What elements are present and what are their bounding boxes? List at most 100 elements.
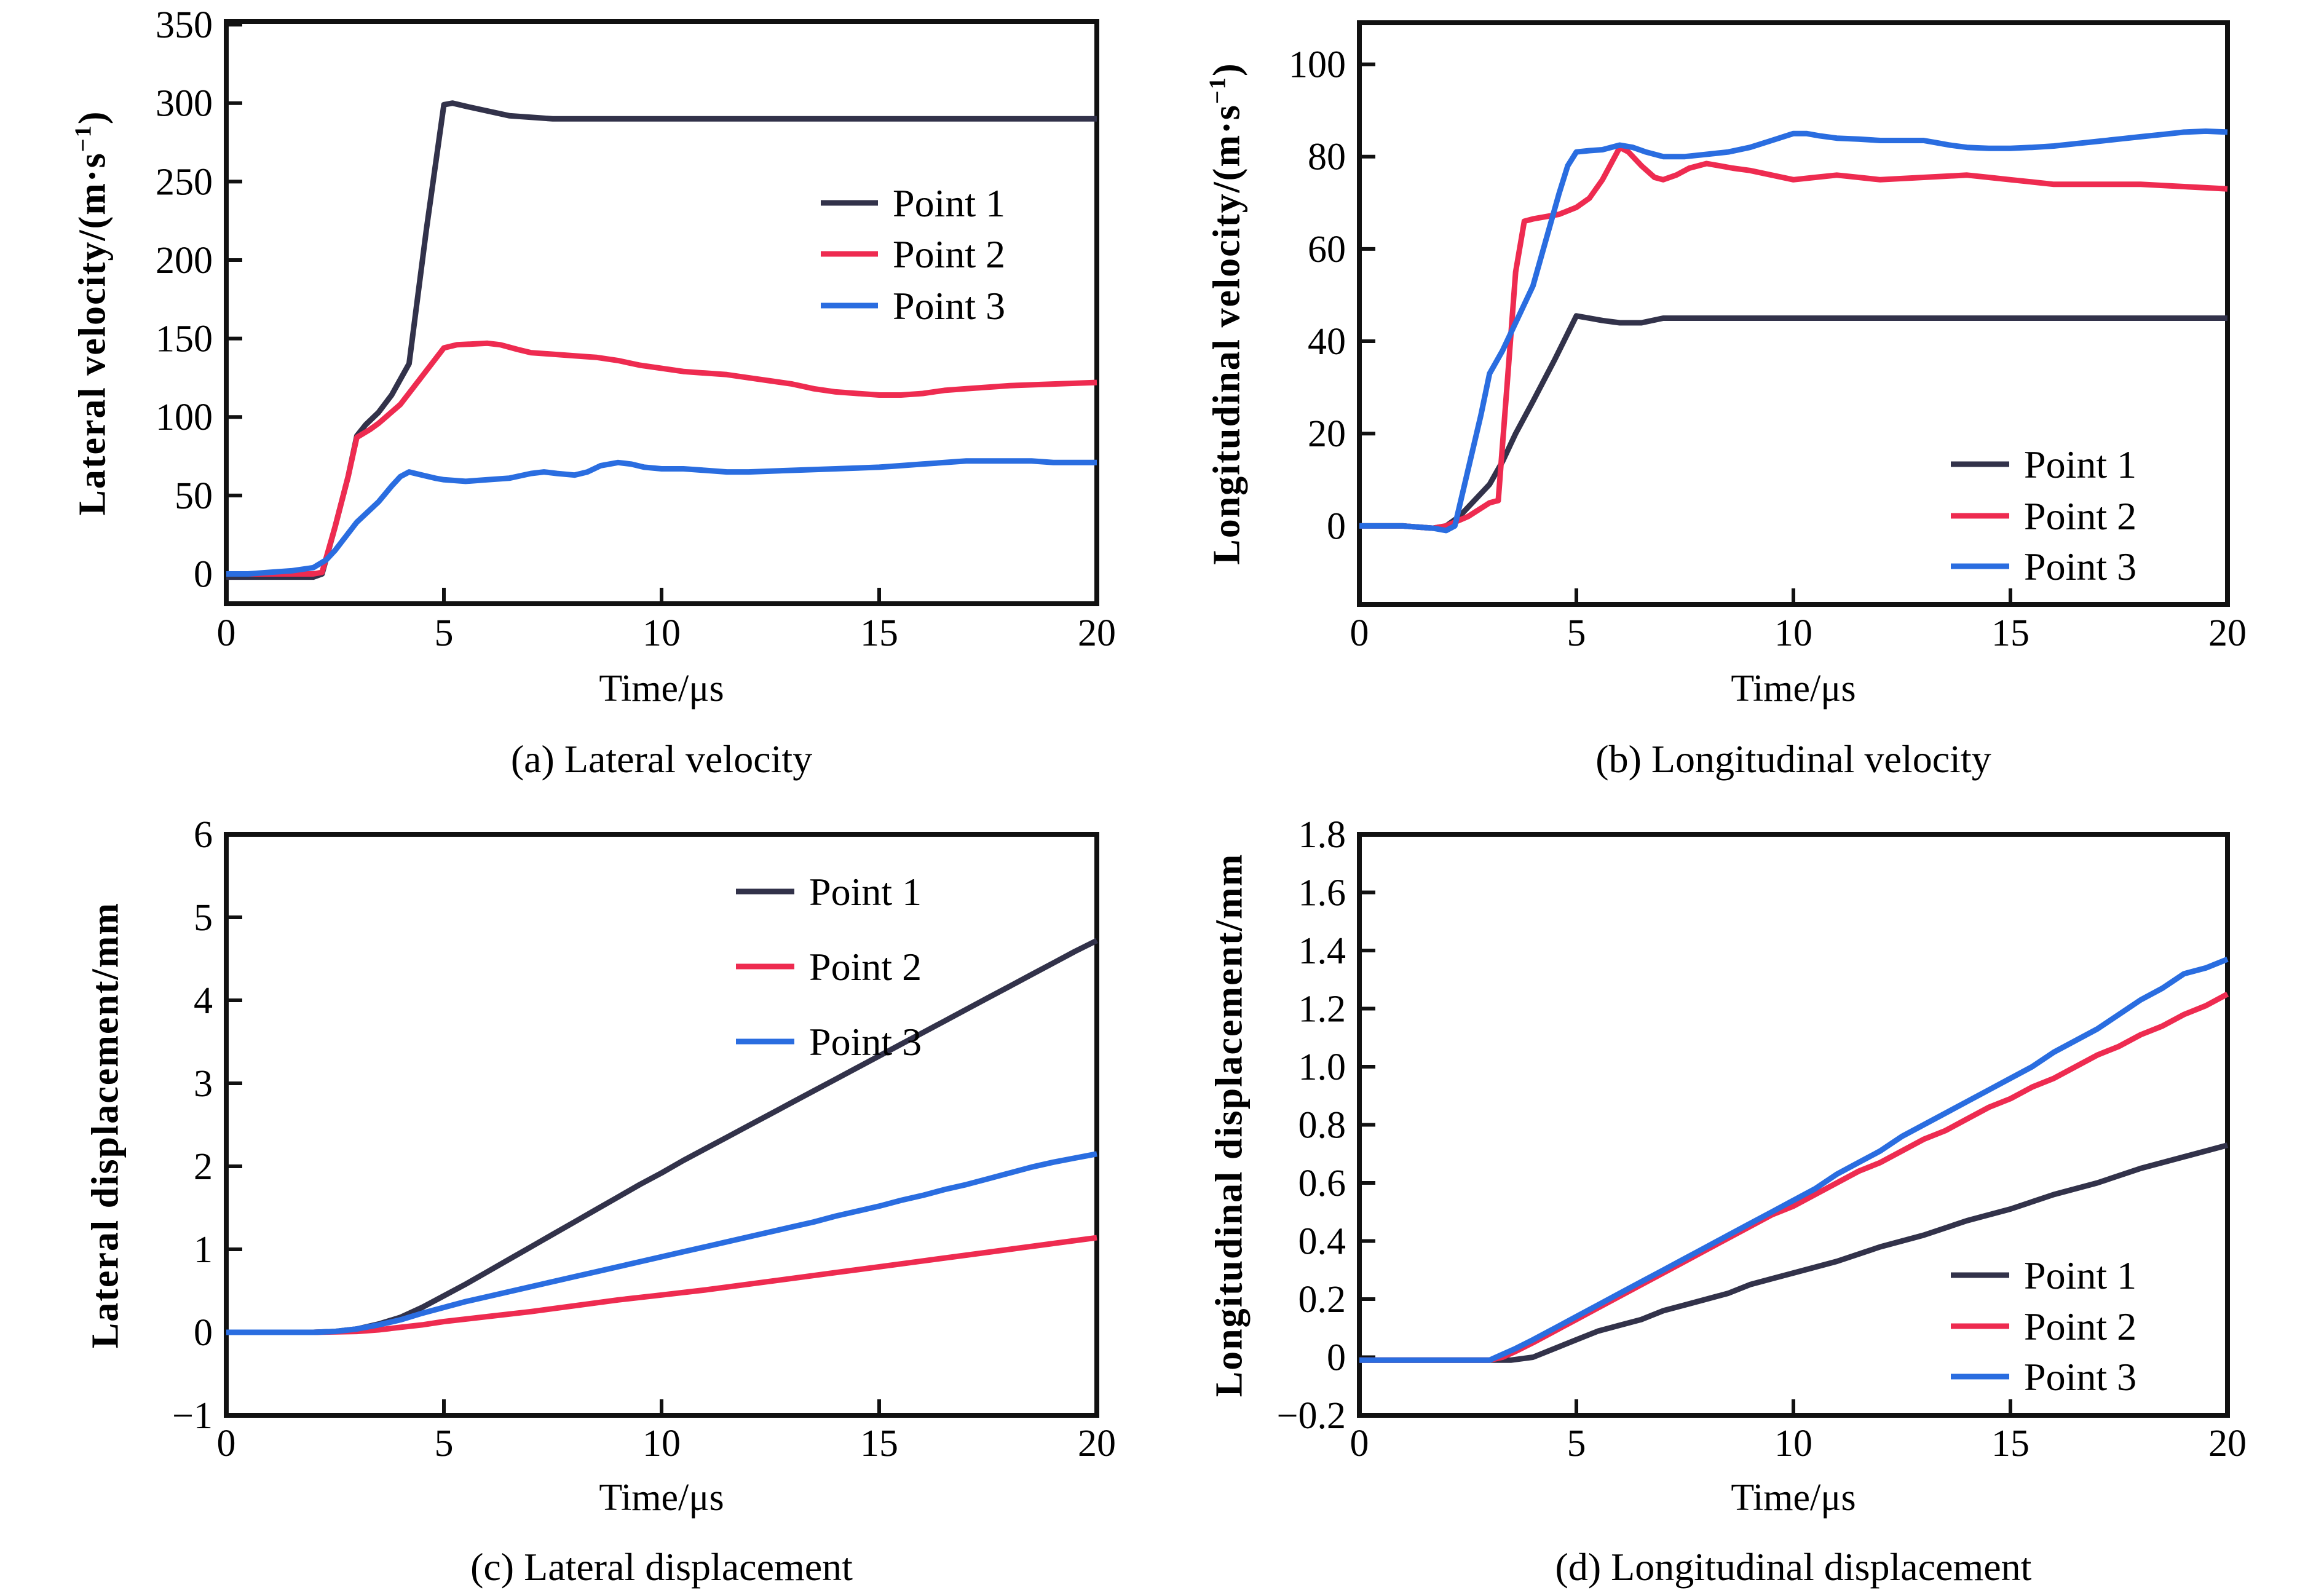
legend-item-point-3-d: Point 3: [1951, 1355, 2136, 1399]
legend-label: Point 2: [2024, 1305, 2136, 1348]
x-tick-label-b: 20: [2208, 612, 2247, 654]
legend-item-point-3-c: Point 3: [736, 1020, 922, 1064]
x-axis-title-b: Time/μs: [1731, 668, 1856, 710]
legend-label: Point 2: [893, 232, 1005, 276]
y-tick-label-d: 0.8: [1298, 1105, 1346, 1147]
y-tick-label-b: 80: [1308, 136, 1346, 178]
y-tick-label-a: 150: [156, 318, 213, 360]
x-tick-label-b: 5: [1567, 612, 1586, 654]
y-tick-label-d: 0: [1327, 1337, 1346, 1379]
legend-label: Point 2: [2024, 494, 2136, 538]
caption-c: (c) Lateral displacement: [470, 1545, 853, 1589]
y-tick-label-b: 60: [1308, 229, 1346, 271]
x-tick-label-d: 10: [1774, 1423, 1812, 1465]
y-tick-label-d: −0.2: [1277, 1395, 1346, 1437]
y-axis-title-c: Lateral displacement/mm: [84, 901, 127, 1348]
panel-longitudinal-displacement: 0 5 10 15 20 −0.2 0 0.2 0.4 0.6 0.8 1.0 1.2 1.4 1.6 1.8…: [1162, 797, 2324, 1593]
legend-label: Point 3: [2024, 545, 2136, 588]
legend-item-point-2-d: Point 2: [1951, 1305, 2136, 1348]
legend-item-point-1-b: Point 1: [1951, 443, 2136, 486]
superscript-exponent: −1: [70, 124, 97, 152]
y-tick-label-c: 3: [194, 1063, 213, 1105]
series-line-point-3-b: [1359, 128, 2228, 534]
series-line-point-1-a: [226, 100, 1097, 580]
x-tick-label-a: 20: [1078, 612, 1116, 654]
series-line-point-2-a: [226, 340, 1097, 577]
legend-item-point-1-a: Point 1: [821, 181, 1005, 225]
x-tick-label-c: 15: [860, 1423, 898, 1465]
y-axis-title-d: Longitudinal displacement/mm: [1208, 853, 1251, 1397]
caption-d: (d) Longitudinal displacement: [1555, 1545, 2032, 1589]
y-tick-label-a: 100: [156, 397, 213, 438]
legend-item-point-2-b: Point 2: [1951, 494, 2136, 538]
y-tick-label-c: −1: [172, 1395, 213, 1437]
y-tick-label-d: 0.6: [1298, 1163, 1346, 1204]
series-line-point-1-d: [1359, 1142, 2229, 1363]
y-tick-label-b: 20: [1308, 413, 1346, 455]
y-tick-label-d: 0.2: [1298, 1279, 1346, 1321]
y-tick-label-c: 2: [194, 1146, 213, 1188]
y-tick-label-c: 5: [194, 897, 213, 939]
x-tick-label-d: 15: [1991, 1423, 2030, 1465]
legend-label: Point 3: [893, 284, 1005, 328]
y-tick-label-b: 0: [1327, 505, 1346, 547]
x-axis-title-d: Time/μs: [1731, 1477, 1856, 1519]
legend-label: Point 3: [809, 1020, 922, 1064]
legend-item-point-1-c: Point 1: [736, 870, 922, 914]
legend-label: Point 1: [893, 181, 1005, 225]
x-tick-label-a: 10: [642, 612, 681, 654]
y-tick-label-a: 200: [156, 240, 213, 282]
y-tick-label-a: 350: [156, 4, 213, 46]
x-tick-label-d: 5: [1567, 1423, 1586, 1465]
x-tick-label-c: 10: [642, 1423, 681, 1465]
caption-b: (b) Longitudinal velocity: [1595, 737, 1991, 781]
y-tick-label-a: 250: [156, 161, 213, 203]
y-axis-title-b: Longitudinal velocity/(m·s−1): [1204, 62, 1248, 565]
panel-longitudinal-velocity: 0 5 10 15 20 0 20 40 60 80 100 Point 1 Point 2 Point …: [1162, 0, 2324, 796]
x-tick-label-b: 0: [1350, 612, 1369, 654]
x-tick-label-d: 0: [1350, 1423, 1369, 1465]
legend-label: Point 1: [2024, 1254, 2136, 1297]
chart-canvas-d: 0 5 10 15 20−0.200.20.40.60.81.01.21.41.61.8…: [1277, 814, 2247, 1465]
panel-lateral-velocity: 0 5 10 15 20 0 50 100 150 200 250 300 350 Point 1 Poin…: [0, 0, 1162, 796]
legend-item-point-3-a: Point 3: [821, 284, 1005, 328]
y-tick-label-b: 40: [1308, 321, 1346, 363]
y-tick-label-d: 1.0: [1298, 1046, 1346, 1088]
y-tick-label-d: 1.2: [1298, 989, 1346, 1030]
y-tick-label-c: 1: [194, 1229, 213, 1271]
y-tick-label-a: 0: [194, 554, 213, 596]
x-tick-label-c: 20: [1078, 1423, 1116, 1465]
x-tick-label-b: 10: [1774, 612, 1812, 654]
x-axis-title-a: Time/μs: [599, 668, 724, 710]
y-tick-label-a: 50: [175, 475, 213, 517]
series-line-point-3-c: [226, 1151, 1097, 1335]
legend-item-point-1-d: Point 1: [1951, 1254, 2136, 1297]
y-tick-label-b: 100: [1289, 44, 1346, 86]
x-tick-label-a: 15: [860, 612, 898, 654]
caption-a: (a) Lateral velocity: [510, 737, 813, 781]
y-tick-label-a: 300: [156, 83, 213, 125]
chart-canvas-b: 0 5 10 15 20 0 20 40 60 80 100 Point 1 Point 2 Point …: [1289, 20, 2247, 654]
x-tick-label-c: 5: [435, 1423, 454, 1465]
legend-label: Point 2: [809, 945, 922, 989]
series-line-point-2-c: [226, 1235, 1097, 1335]
x-tick-label-d: 20: [2208, 1423, 2247, 1465]
x-axis-title-c: Time/μs: [599, 1477, 724, 1519]
series-line-point-1-c: [226, 938, 1099, 1335]
y-tick-label-d: 1.6: [1298, 872, 1346, 914]
legend-item-point-3-b: Point 3: [1951, 545, 2136, 588]
y-tick-label-c: 0: [194, 1312, 213, 1354]
x-tick-label-b: 15: [1991, 612, 2030, 654]
y-axis-title-a: Lateral velocity/(m·s−1): [70, 110, 114, 515]
panel-lateral-displacement: 0 5 10 15 20 −1 0 1 2 3 4 5 6 Point 1 Point 2 Point 3 L…: [0, 797, 1162, 1593]
y-tick-label-d: 1.4: [1298, 930, 1346, 972]
series-line-point-2-b: [1359, 144, 2228, 531]
x-tick-label-a: 5: [435, 612, 454, 654]
y-tick-label-c: 4: [194, 980, 213, 1022]
legend-label: Point 1: [2024, 443, 2136, 486]
x-tick-label-c: 0: [217, 1423, 236, 1465]
series-line-point-3-a: [226, 458, 1097, 577]
